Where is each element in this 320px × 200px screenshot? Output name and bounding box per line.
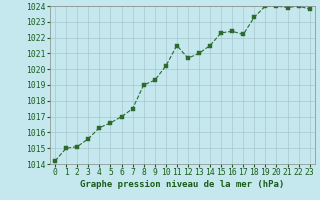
X-axis label: Graphe pression niveau de la mer (hPa): Graphe pression niveau de la mer (hPa) [80,180,284,189]
